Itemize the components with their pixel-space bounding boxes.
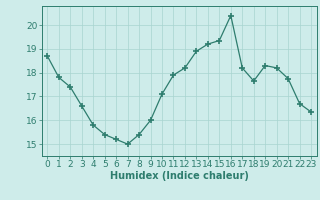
X-axis label: Humidex (Indice chaleur): Humidex (Indice chaleur) <box>110 171 249 181</box>
